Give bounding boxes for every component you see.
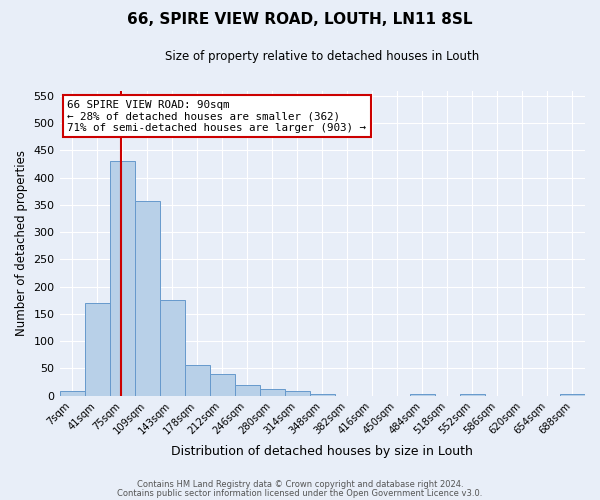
Text: 66 SPIRE VIEW ROAD: 90sqm
← 28% of detached houses are smaller (362)
71% of semi: 66 SPIRE VIEW ROAD: 90sqm ← 28% of detac…	[67, 100, 367, 133]
Bar	[410, 394, 435, 396]
Text: 66, SPIRE VIEW ROAD, LOUTH, LN11 8SL: 66, SPIRE VIEW ROAD, LOUTH, LN11 8SL	[127, 12, 473, 28]
Bar	[209, 374, 235, 396]
Text: Contains public sector information licensed under the Open Government Licence v3: Contains public sector information licen…	[118, 488, 482, 498]
Bar	[110, 162, 134, 396]
Bar	[59, 392, 85, 396]
Bar	[260, 388, 285, 396]
Title: Size of property relative to detached houses in Louth: Size of property relative to detached ho…	[165, 50, 479, 63]
Bar	[560, 394, 585, 396]
Bar	[235, 386, 260, 396]
Text: Contains HM Land Registry data © Crown copyright and database right 2024.: Contains HM Land Registry data © Crown c…	[137, 480, 463, 489]
Bar	[285, 392, 310, 396]
Bar	[160, 300, 185, 396]
Bar	[134, 201, 160, 396]
Bar	[185, 364, 209, 396]
Bar	[85, 303, 110, 396]
Bar	[310, 394, 335, 396]
Y-axis label: Number of detached properties: Number of detached properties	[15, 150, 28, 336]
X-axis label: Distribution of detached houses by size in Louth: Distribution of detached houses by size …	[172, 444, 473, 458]
Bar	[460, 394, 485, 396]
